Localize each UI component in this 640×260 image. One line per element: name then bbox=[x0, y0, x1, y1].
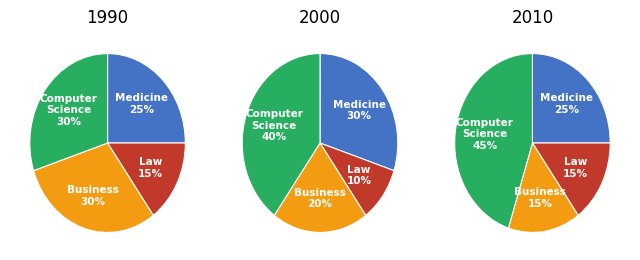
Title: 2000: 2000 bbox=[299, 9, 341, 27]
Text: Law
10%: Law 10% bbox=[346, 165, 371, 186]
Text: Business
15%: Business 15% bbox=[514, 187, 566, 209]
Wedge shape bbox=[320, 54, 398, 171]
Text: Business
30%: Business 30% bbox=[67, 185, 118, 206]
Wedge shape bbox=[275, 143, 365, 232]
Wedge shape bbox=[320, 143, 394, 215]
Text: Business
20%: Business 20% bbox=[294, 188, 346, 209]
Text: Medicine
25%: Medicine 25% bbox=[540, 93, 593, 115]
Wedge shape bbox=[508, 143, 578, 232]
Wedge shape bbox=[242, 54, 320, 215]
Wedge shape bbox=[33, 143, 153, 232]
Wedge shape bbox=[532, 143, 610, 215]
Wedge shape bbox=[454, 54, 532, 228]
Text: Medicine
30%: Medicine 30% bbox=[333, 100, 385, 121]
Wedge shape bbox=[108, 143, 186, 215]
Text: Computer
Science
30%: Computer Science 30% bbox=[40, 94, 97, 127]
Title: 1990: 1990 bbox=[86, 9, 129, 27]
Text: Computer
Science
45%: Computer Science 45% bbox=[456, 118, 514, 151]
Title: 2010: 2010 bbox=[511, 9, 554, 27]
Text: Law
15%: Law 15% bbox=[138, 157, 163, 179]
Text: Law
15%: Law 15% bbox=[563, 157, 588, 179]
Wedge shape bbox=[108, 54, 186, 143]
Text: Medicine
25%: Medicine 25% bbox=[115, 93, 168, 115]
Wedge shape bbox=[30, 54, 108, 171]
Wedge shape bbox=[532, 54, 610, 143]
Text: Computer
Science
40%: Computer Science 40% bbox=[245, 109, 303, 142]
